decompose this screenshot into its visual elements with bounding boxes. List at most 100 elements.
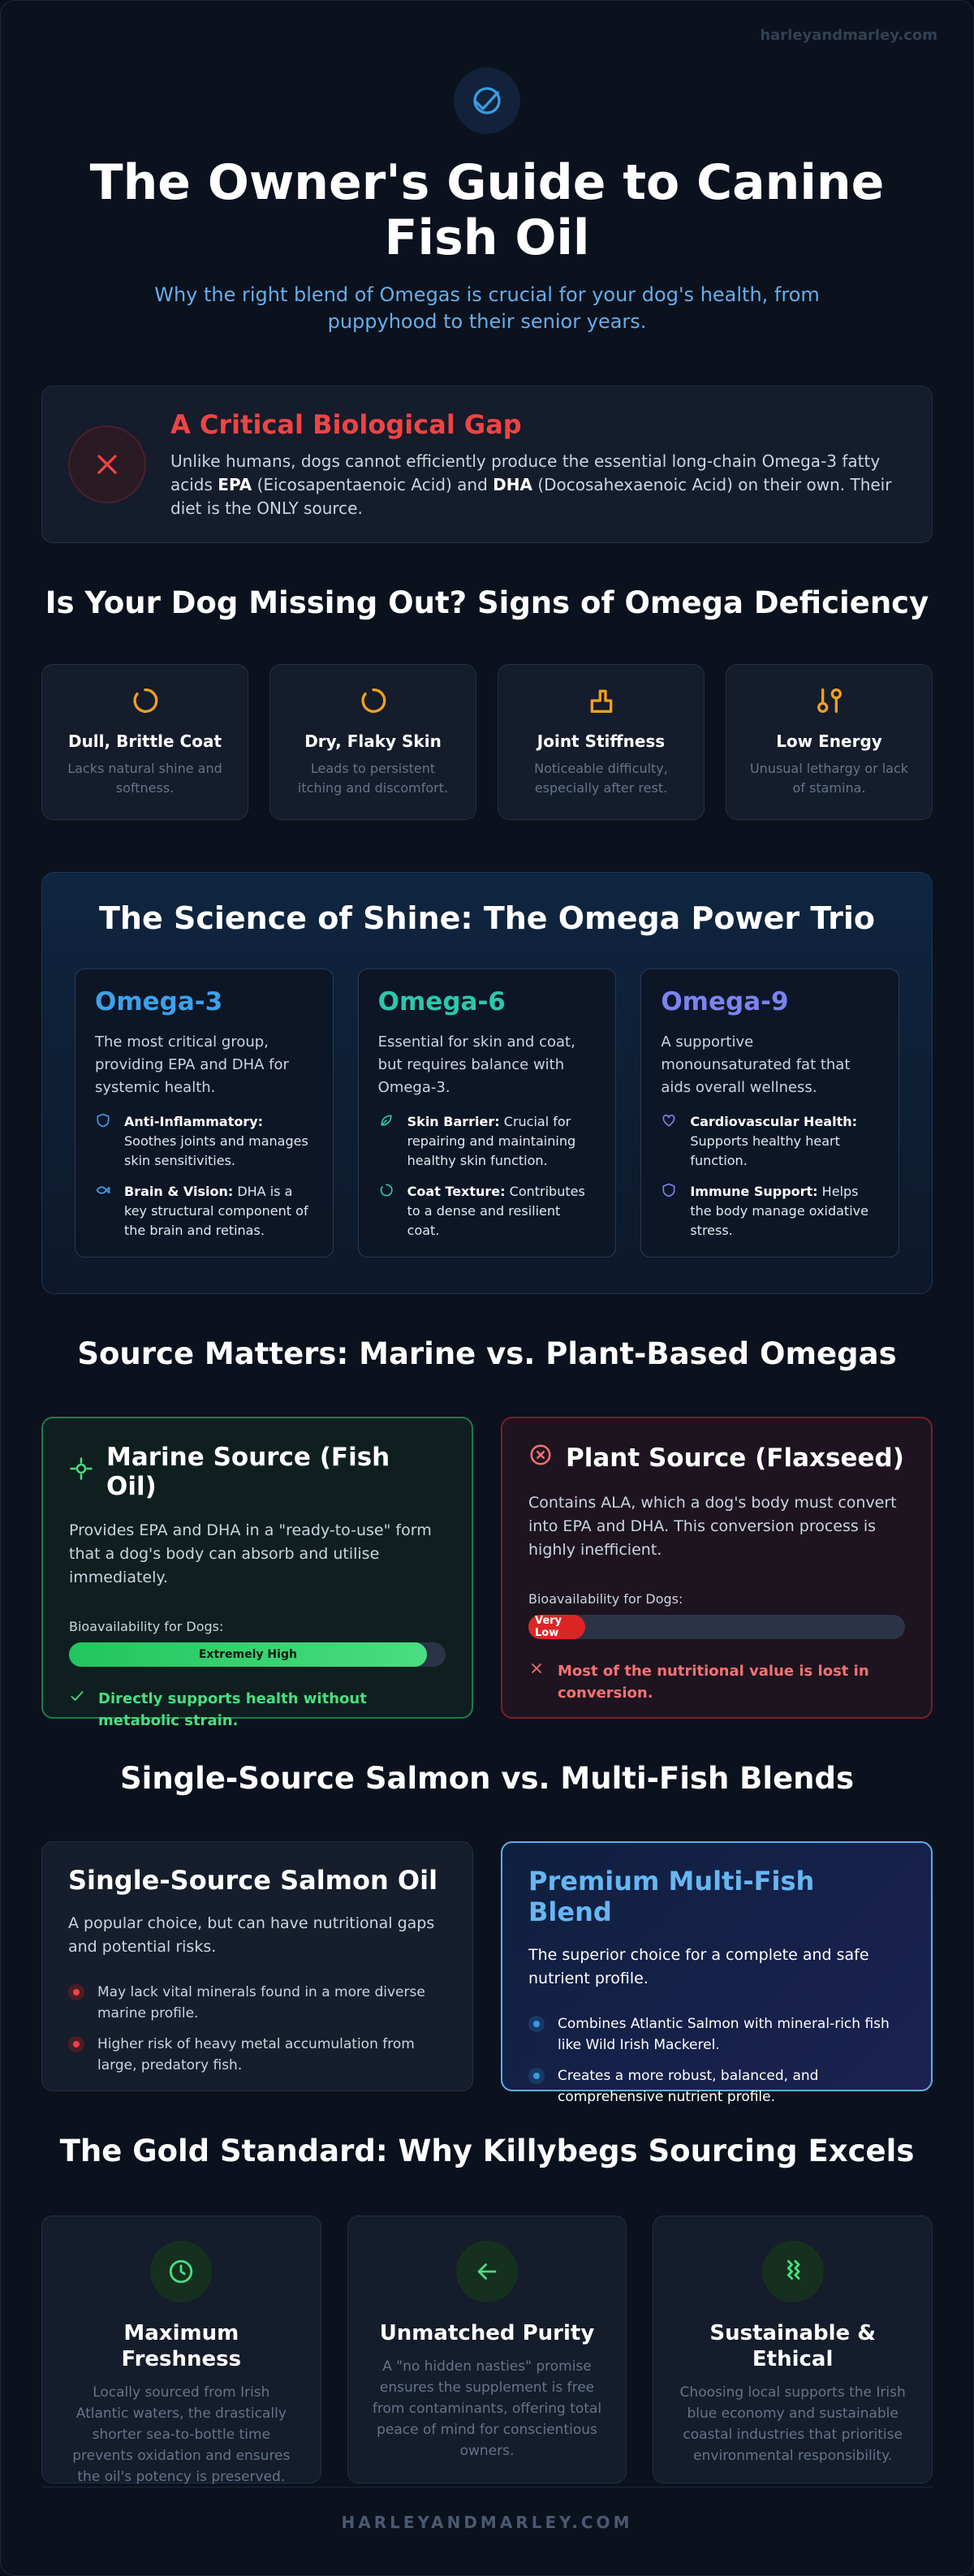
sign-title: Low Energy bbox=[776, 731, 882, 751]
benefit-icon-shape bbox=[97, 1113, 110, 1128]
bar-fill: Very Low bbox=[528, 1615, 585, 1639]
section-title: The Gold Standard: Why Killybegs Sourcin… bbox=[59, 2134, 915, 2168]
source-icon-shape bbox=[70, 1457, 93, 1480]
bar-fill: Extremely High bbox=[69, 1642, 427, 1667]
benefit-text: Immune Support: Helps the body manage ox… bbox=[690, 1182, 879, 1241]
science-box: The Science of Shine: The Omega Power Tr… bbox=[41, 872, 933, 1294]
gold-icon-shape bbox=[787, 2259, 800, 2280]
source-icon-shape bbox=[530, 1444, 551, 1465]
gold-text: Choosing local supports the Irish blue e… bbox=[679, 2384, 906, 2464]
benefit: Brain & Vision: DHA is a key structural … bbox=[95, 1182, 313, 1241]
salmon-title: Single-Source Salmon Oil bbox=[68, 1865, 438, 1896]
source-icon-shape bbox=[75, 1463, 87, 1474]
verdict: Most of the nutritional value is lost in… bbox=[528, 1660, 905, 1704]
benefit-icon-shape bbox=[96, 1186, 110, 1194]
bullet bbox=[528, 2016, 545, 2032]
alert-text-part: EPA bbox=[218, 474, 252, 494]
gold-icon bbox=[150, 2241, 213, 2302]
benefit-desc: Soothes joints and manages skin sensitiv… bbox=[124, 1133, 308, 1168]
benefit-icon-shape bbox=[380, 1115, 392, 1126]
omega-intro: A supportive monounsaturated fat that ai… bbox=[661, 1033, 851, 1096]
bullet-core bbox=[533, 2021, 540, 2027]
sign-icon-shape bbox=[360, 688, 386, 713]
alert-text-part: (Eicosapentaenoic Acid) and bbox=[252, 474, 493, 494]
sign-icon-shape bbox=[590, 689, 612, 713]
verdict-icon bbox=[69, 1688, 98, 1732]
omega-name: Omega-3 bbox=[95, 987, 223, 1016]
sign-icon-shape bbox=[590, 689, 612, 713]
benefit-desc: Helps the body manage oxidative stress. bbox=[690, 1184, 868, 1238]
omega-name: Omega-6 bbox=[377, 987, 506, 1016]
bullet-core bbox=[73, 2041, 80, 2047]
benefit-icon bbox=[661, 1182, 690, 1241]
benefit-icon-shape bbox=[662, 1183, 675, 1197]
sign-text: Unusual lethargy or lack of stamina. bbox=[749, 761, 909, 796]
benefit-label: Anti-Inflammatory: bbox=[124, 1114, 264, 1129]
source-icon-shape bbox=[537, 1451, 545, 1459]
logo-shape bbox=[473, 87, 501, 114]
verdict-text: Directly supports health without metabol… bbox=[98, 1690, 367, 1729]
gold-icon-shape bbox=[477, 2263, 497, 2280]
verdict: Directly supports health without metabol… bbox=[69, 1688, 446, 1732]
subtitle: Why the right blend of Omegas is crucial… bbox=[154, 283, 820, 333]
omega-card: Omega-3 The most critical group, providin… bbox=[75, 969, 334, 1258]
bullet-core bbox=[73, 1989, 80, 1996]
gold-text: A "no hidden nasties" promise ensures th… bbox=[372, 2358, 602, 2459]
source-title-text: Plant Source (Flaxseed) bbox=[566, 1443, 904, 1473]
source-card: Plant Source (Flaxseed) Contains ALA, whi… bbox=[501, 1417, 933, 1719]
gold-title: Unmatched Purity bbox=[379, 2321, 595, 2345]
benefit-desc: Supports healthy heart function. bbox=[690, 1133, 840, 1168]
benefit: Coat Texture: Contributes to a dense and… bbox=[378, 1182, 597, 1241]
benefit-text: Coat Texture: Contributes to a dense and… bbox=[407, 1182, 597, 1241]
sign-icon bbox=[744, 684, 914, 720]
benefit: Immune Support: Helps the body manage ox… bbox=[661, 1182, 879, 1241]
benefit-icon-shape bbox=[380, 1115, 392, 1126]
gold-grid: Maximum Freshness Locally sourced from Ir… bbox=[41, 2216, 933, 2485]
verdict-icon bbox=[528, 1660, 558, 1704]
logo-shape bbox=[473, 87, 501, 114]
salmon-point: Combines Atlantic Salmon with mineral-ri… bbox=[528, 2013, 905, 2056]
benefit-icon-shape bbox=[662, 1114, 675, 1127]
gold-card: Unmatched Purity A "no hidden nasties" pr… bbox=[347, 2216, 627, 2483]
bar-label: Bioavailability for Dogs: bbox=[69, 1619, 224, 1634]
benefit-label: Immune Support: bbox=[690, 1184, 818, 1199]
gold-text: Locally sourced from Irish Atlantic wate… bbox=[72, 2384, 291, 2485]
benefit-desc: Crucial for repairing and maintaining he… bbox=[407, 1114, 576, 1168]
benefit-icon-shape bbox=[662, 1114, 675, 1127]
sign-card: Dull, Brittle Coat Lacks natural shine an… bbox=[41, 664, 248, 820]
sign-icon-shape bbox=[360, 688, 386, 713]
source-icon-shape bbox=[70, 1457, 93, 1480]
gold-card: Maximum Freshness Locally sourced from Ir… bbox=[41, 2216, 321, 2485]
source-text: Contains ALA, which a dog's body must co… bbox=[528, 1494, 897, 1559]
source-title: Marine Source (Fish Oil) bbox=[69, 1443, 446, 1501]
omega-card: Omega-6 Essential for skin and coat, but … bbox=[357, 969, 617, 1258]
benefit-text: Brain & Vision: DHA is a key structural … bbox=[124, 1182, 313, 1241]
section-title: Source Matters: Marine vs. Plant-Based O… bbox=[77, 1336, 897, 1371]
benefit: Skin Barrier: Crucial for repairing and … bbox=[378, 1112, 597, 1171]
bar-label: Bioavailability for Dogs: bbox=[528, 1591, 683, 1607]
bullet bbox=[528, 2068, 545, 2084]
benefit-icon bbox=[378, 1112, 407, 1171]
salmon-point: Higher risk of heavy metal accumulation … bbox=[68, 2034, 446, 2076]
section-title: Single-Source Salmon vs. Multi-Fish Blen… bbox=[119, 1761, 855, 1796]
site-name: harleyandmarley.com bbox=[760, 27, 937, 44]
sign-text: Noticeable difficulty, especially after … bbox=[534, 761, 668, 796]
source-icon bbox=[528, 1443, 553, 1474]
salmon-point: Creates a more robust, balanced, and com… bbox=[528, 2065, 905, 2108]
sign-card: Low Energy Unusual lethargy or lack of st… bbox=[726, 664, 933, 820]
sign-icon-shape bbox=[132, 688, 157, 713]
gold-icon bbox=[455, 2241, 518, 2302]
gold-title: Maximum Freshness bbox=[121, 2321, 242, 2371]
benefit-label: Cardiovascular Health: bbox=[690, 1114, 858, 1129]
benefit-icon-shape bbox=[380, 1184, 393, 1197]
verdict-text: Most of the nutritional value is lost in… bbox=[558, 1663, 869, 1702]
alert-text: Unlike humans, dogs cannot efficiently p… bbox=[170, 450, 894, 520]
bar-track: Extremely High bbox=[69, 1642, 446, 1667]
bullet bbox=[68, 1984, 84, 2000]
salmon-title: Premium Multi-Fish Blend bbox=[528, 1866, 815, 1927]
sign-title: Dull, Brittle Coat bbox=[67, 731, 222, 751]
sign-icon-shape bbox=[132, 688, 157, 713]
sign-icon bbox=[288, 684, 458, 720]
gold-icon-shape bbox=[787, 2259, 800, 2280]
benefit-desc: DHA is a key structural component of the… bbox=[124, 1184, 308, 1238]
